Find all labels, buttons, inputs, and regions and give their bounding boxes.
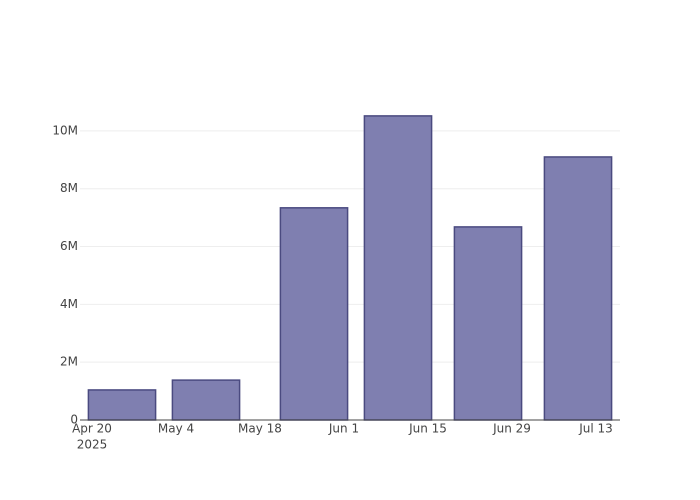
x-tick-sublabel: 2025: [77, 438, 108, 452]
x-tick-label: Jun 1: [328, 422, 359, 436]
x-tick-label: Jun 15: [408, 422, 447, 436]
y-tick-label: 8M: [60, 181, 78, 195]
bar: [279, 207, 349, 421]
bar: [87, 389, 157, 421]
bar: [543, 156, 613, 421]
y-tick-label: 2M: [60, 355, 78, 369]
bar: [363, 115, 433, 421]
x-tick-label: Jul 13: [578, 422, 613, 436]
x-tick-label: Jun 29: [492, 422, 531, 436]
x-tick-label: May 4: [158, 422, 194, 436]
y-tick-label: 0: [70, 413, 78, 427]
x-tick-label: Apr 20: [72, 422, 112, 436]
y-tick-label: 4M: [60, 297, 78, 311]
bar: [453, 226, 523, 421]
bar: [171, 379, 241, 421]
y-tick-label: 10M: [52, 123, 78, 137]
y-tick-label: 6M: [60, 239, 78, 253]
x-tick-label: May 18: [238, 422, 282, 436]
